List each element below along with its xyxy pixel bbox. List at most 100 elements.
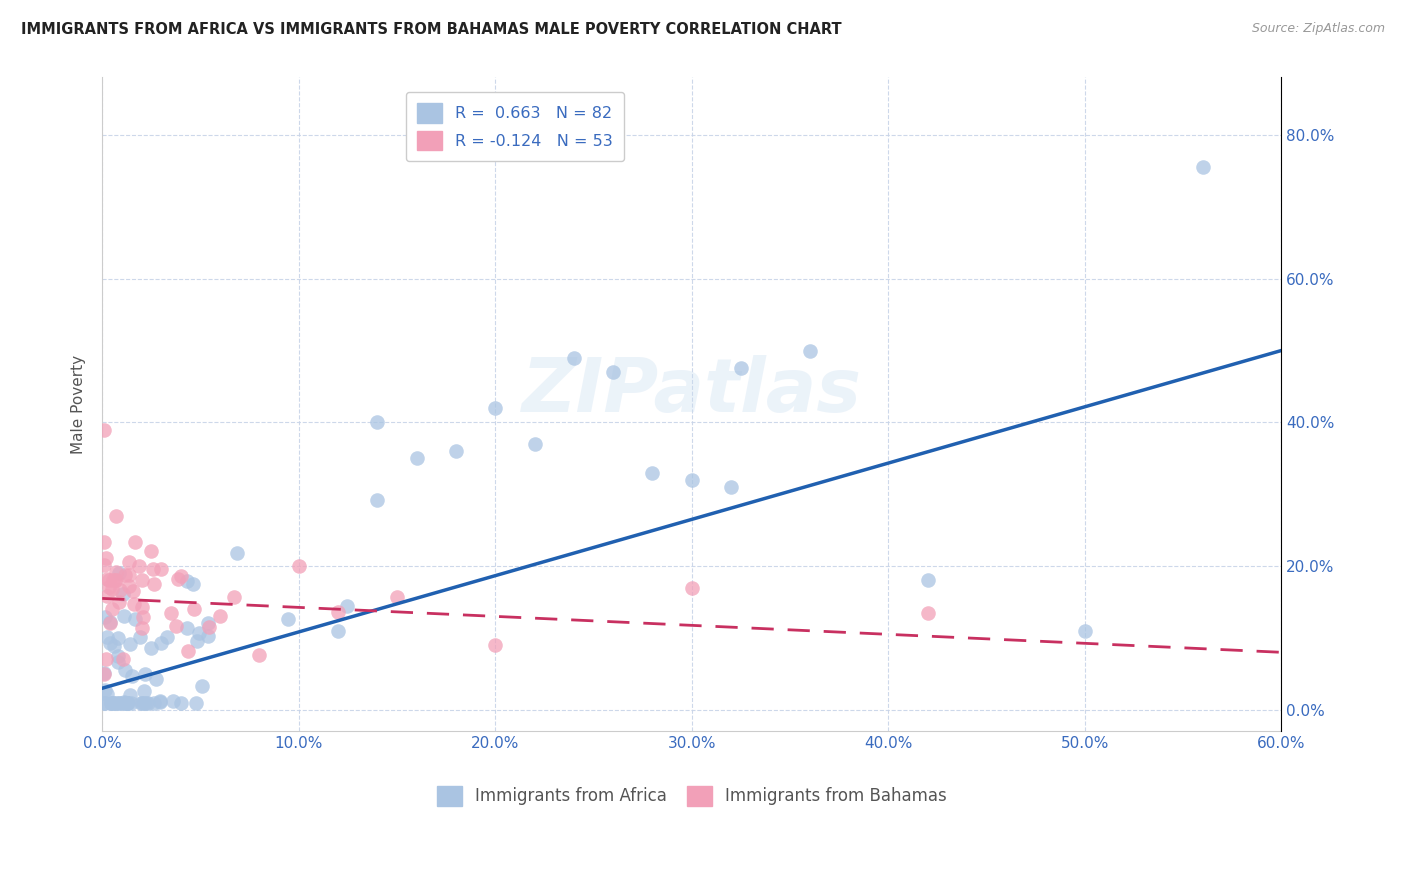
- Point: [155, 630, 177, 644]
- Point: [107, 696, 129, 710]
- Point: [917, 606, 939, 620]
- Point: [336, 599, 359, 613]
- Point: [111, 652, 134, 666]
- Point: [209, 608, 232, 623]
- Point: [98, 616, 121, 631]
- Point: [98, 615, 121, 629]
- Point: [277, 612, 299, 626]
- Point: [186, 633, 208, 648]
- Point: [562, 351, 585, 365]
- Point: [117, 696, 139, 710]
- Point: [107, 631, 129, 645]
- Point: [103, 574, 125, 588]
- Point: [96, 630, 118, 644]
- Point: [112, 608, 135, 623]
- Point: [191, 679, 214, 693]
- Point: [104, 696, 127, 710]
- Point: [105, 508, 128, 523]
- Point: [484, 638, 506, 652]
- Point: [100, 602, 122, 616]
- Point: [98, 581, 121, 595]
- Point: [122, 597, 145, 611]
- Point: [150, 562, 173, 576]
- Point: [121, 669, 143, 683]
- Point: [108, 696, 131, 710]
- Point: [111, 696, 134, 710]
- Point: [131, 599, 153, 614]
- Point: [405, 451, 427, 466]
- Point: [94, 550, 117, 565]
- Point: [124, 612, 146, 626]
- Point: [326, 624, 349, 638]
- Point: [143, 696, 166, 710]
- Point: [98, 635, 121, 649]
- Point: [197, 615, 219, 630]
- Point: [94, 683, 117, 698]
- Point: [131, 696, 153, 710]
- Point: [93, 666, 115, 681]
- Point: [104, 574, 127, 588]
- Point: [134, 684, 156, 698]
- Point: [287, 558, 309, 573]
- Point: [112, 587, 135, 601]
- Point: [115, 696, 138, 710]
- Point: [177, 644, 200, 658]
- Point: [184, 696, 207, 710]
- Point: [145, 672, 167, 686]
- Point: [107, 649, 129, 664]
- Point: [523, 437, 546, 451]
- Point: [165, 619, 187, 633]
- Point: [132, 610, 155, 624]
- Point: [141, 543, 163, 558]
- Point: [107, 655, 129, 669]
- Point: [93, 535, 115, 549]
- Point: [385, 590, 408, 604]
- Point: [114, 696, 136, 710]
- Point: [484, 401, 506, 415]
- Point: [93, 696, 115, 710]
- Point: [120, 696, 142, 710]
- Point: [122, 584, 145, 599]
- Point: [135, 696, 157, 710]
- Point: [103, 696, 125, 710]
- Point: [181, 577, 204, 591]
- Point: [114, 663, 136, 677]
- Point: [132, 696, 155, 710]
- Point: [94, 652, 117, 666]
- Point: [114, 568, 136, 582]
- Point: [128, 558, 150, 573]
- Point: [93, 696, 115, 710]
- Point: [188, 625, 211, 640]
- Point: [96, 572, 118, 586]
- Point: [120, 637, 142, 651]
- Text: IMMIGRANTS FROM AFRICA VS IMMIGRANTS FROM BAHAMAS MALE POVERTY CORRELATION CHART: IMMIGRANTS FROM AFRICA VS IMMIGRANTS FRO…: [21, 22, 842, 37]
- Point: [198, 620, 221, 634]
- Point: [160, 606, 183, 620]
- Point: [1074, 624, 1097, 638]
- Point: [103, 639, 125, 653]
- Point: [112, 695, 135, 709]
- Point: [118, 688, 141, 702]
- Point: [224, 590, 246, 604]
- Point: [93, 423, 115, 437]
- Point: [730, 361, 752, 376]
- Point: [115, 696, 138, 710]
- Legend: Immigrants from Africa, Immigrants from Bahamas: Immigrants from Africa, Immigrants from …: [430, 779, 953, 813]
- Point: [107, 566, 129, 581]
- Point: [141, 641, 163, 656]
- Point: [602, 365, 624, 379]
- Point: [681, 581, 703, 595]
- Y-axis label: Male Poverty: Male Poverty: [72, 355, 86, 454]
- Point: [166, 572, 188, 586]
- Point: [96, 686, 118, 700]
- Point: [124, 535, 146, 549]
- Point: [176, 621, 198, 635]
- Point: [131, 574, 153, 588]
- Point: [136, 696, 159, 710]
- Point: [107, 594, 129, 608]
- Point: [149, 694, 172, 708]
- Point: [131, 696, 153, 710]
- Point: [142, 562, 165, 576]
- Point: [162, 693, 184, 707]
- Point: [226, 547, 249, 561]
